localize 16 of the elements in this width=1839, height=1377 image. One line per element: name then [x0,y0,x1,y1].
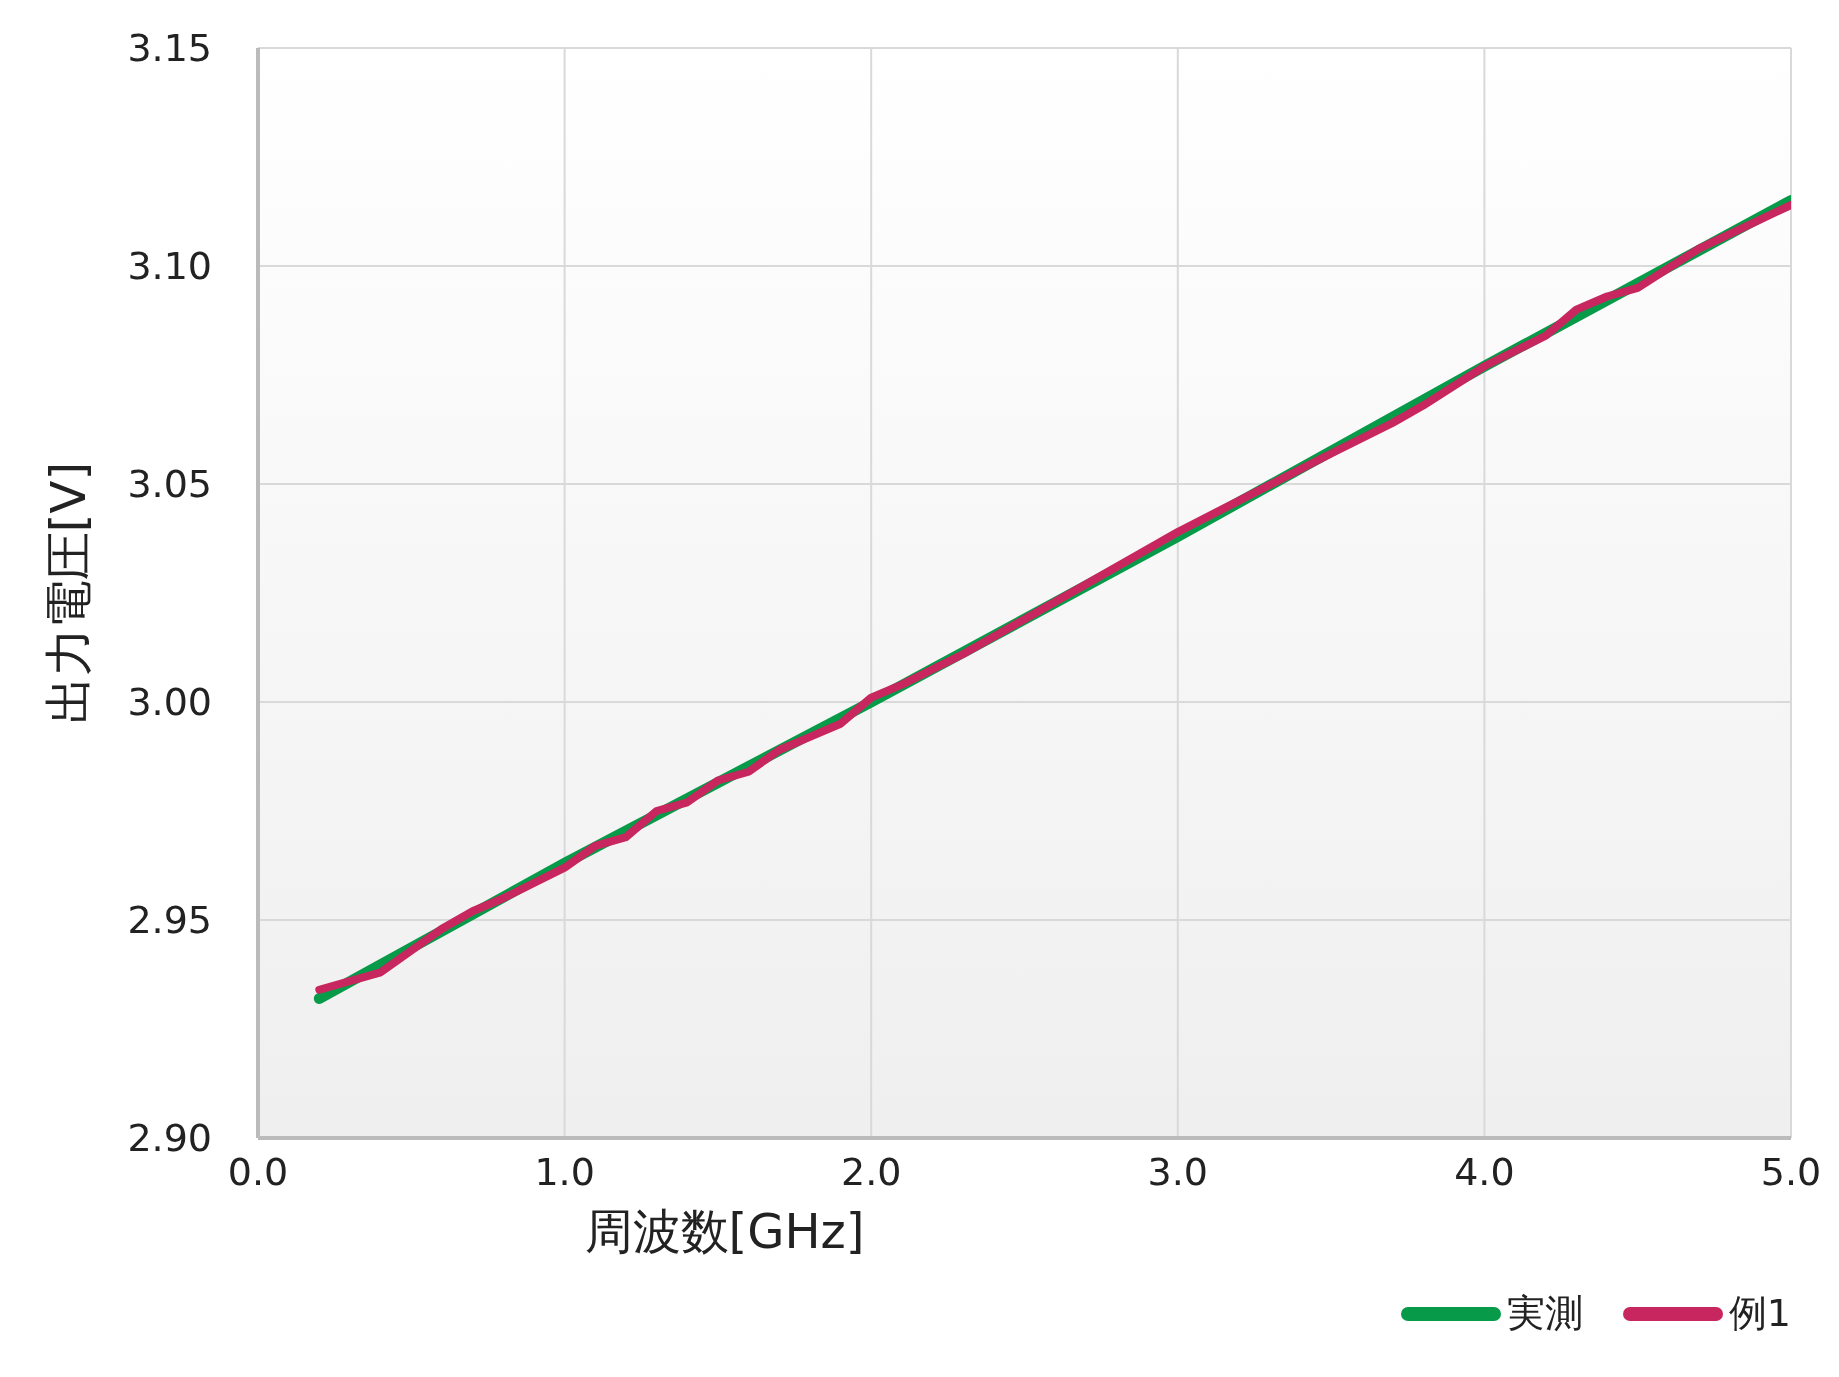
x-tick-label: 3.0 [1147,1149,1209,1194]
x-tick-label: 2.0 [840,1149,902,1194]
y-axis-title: 出力電圧[V] [40,461,97,725]
x-tick-label: 4.0 [1454,1149,1515,1194]
x-tick-label: 5.0 [1760,1149,1822,1194]
legend-label: 実測 [1505,1290,1583,1337]
y-tick-label: 3.10 [127,244,212,289]
x-tick-label: 1.0 [534,1149,595,1194]
x-tick-label: 0.0 [227,1149,289,1194]
y-tick-label: 2.90 [127,1116,212,1161]
y-tick-label: 3.15 [127,26,212,71]
y-tick-label: 3.05 [127,462,212,507]
legend-label: 例1 [1727,1290,1791,1337]
y-tick-label: 3.00 [127,680,212,725]
y-tick-label: 2.95 [127,898,212,943]
x-axis-title: 周波数[GHz] [584,1203,865,1259]
